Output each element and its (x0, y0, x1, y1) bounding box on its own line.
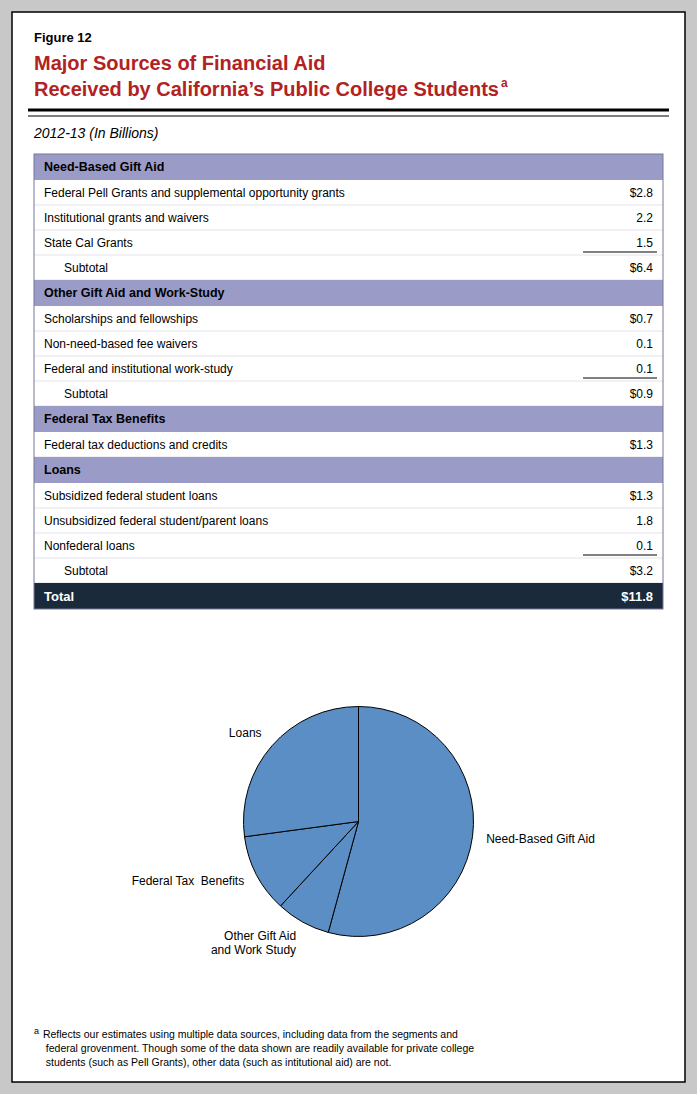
section-header: Other Gift Aid and Work-Study (44, 286, 225, 300)
row-label: Subtotal (64, 564, 108, 578)
row-label: Institutional grants and waivers (44, 211, 209, 225)
row-separator (34, 255, 663, 256)
row-value: 0.1 (636, 362, 653, 376)
title-superscript: a (501, 76, 508, 90)
row-separator (34, 356, 663, 357)
row-separator (34, 558, 663, 559)
title: Major Sources of Financial Aid Received b… (34, 52, 499, 100)
page: Figure 12 Major Sources of Financial Aid R… (0, 0, 697, 1094)
title-line: Major Sources of Financial Aid (34, 52, 326, 74)
slice-label: Need-Based Gift Aid (486, 832, 595, 846)
row-value: $3.2 (630, 564, 654, 578)
row-label: State Cal Grants (44, 236, 133, 250)
row-value: 0.1 (636, 337, 653, 351)
section-header-bg (34, 457, 663, 483)
slice-label: Other Gift Aidand Work Study (211, 929, 296, 957)
total-value: $11.8 (621, 589, 653, 604)
row-label: Scholarships and fellowships (44, 312, 198, 326)
slice-label-line: and Work Study (211, 943, 296, 957)
subtitle: 2012-13 (In Billions) (33, 125, 159, 141)
section-header: Loans (44, 463, 81, 477)
row-label: Non-need-based fee waivers (44, 337, 197, 351)
row-label: Subsidized federal student loans (44, 489, 217, 503)
row-value: $2.8 (630, 186, 654, 200)
row-value: 1.5 (636, 236, 653, 250)
row-value: 0.1 (636, 539, 653, 553)
row-value: $0.9 (630, 387, 654, 401)
title-rule (28, 116, 669, 117)
panel (12, 12, 685, 1082)
slice-label: Loans (229, 726, 262, 740)
total-label: Total (44, 589, 74, 604)
title-rule (28, 109, 669, 112)
section-header: Federal Tax Benefits (44, 412, 165, 426)
row-value: $6.4 (630, 261, 654, 275)
row-value: $1.3 (630, 438, 654, 452)
footnote-marker: a (34, 1026, 39, 1036)
row-label: Unsubsidized federal student/parent loan… (44, 514, 268, 528)
title-line: Received by California’s Public College … (34, 78, 499, 100)
total-bg (34, 583, 663, 609)
section-header-bg (34, 154, 663, 180)
footnote-line: students (such as Pell Grants), other da… (40, 1056, 391, 1068)
figure-label: Figure 12 (34, 30, 92, 45)
row-underline (583, 378, 657, 379)
row-label: Federal and institutional work-study (44, 362, 233, 376)
row-label: Federal Pell Grants and supplemental opp… (44, 186, 345, 200)
slice-label-line: Other Gift Aid (224, 929, 296, 943)
row-separator (34, 331, 663, 332)
slice-label: Federal Tax Benefits (132, 874, 245, 888)
table: Need-Based Gift Aid Federal Pell Grants a… (34, 154, 663, 609)
table-border (34, 154, 663, 609)
row-separator (34, 205, 663, 206)
row-separator (34, 230, 663, 231)
row-value: $1.3 (630, 489, 654, 503)
footnote-line: Reflects our estimates using multiple da… (40, 1028, 458, 1040)
row-value: 1.8 (636, 514, 653, 528)
section-header-bg (34, 406, 663, 432)
row-value: 2.2 (636, 211, 653, 225)
slice-label-line: Need-Based Gift Aid (486, 832, 595, 846)
slice-label-line: Loans (229, 726, 262, 740)
row-underline (583, 555, 657, 556)
row-label: Subtotal (64, 387, 108, 401)
row-value: $0.7 (630, 312, 654, 326)
section-header-bg (34, 280, 663, 306)
pie: Need-Based Gift Aid Other Gift Aidand Wor… (132, 707, 595, 958)
slice-label-line: Federal Tax Benefits (132, 874, 245, 888)
row-separator (34, 508, 663, 509)
row-label: Federal tax deductions and credits (44, 438, 227, 452)
row-underline (583, 252, 657, 253)
row-separator (34, 381, 663, 382)
section-header: Need-Based Gift Aid (44, 160, 164, 174)
row-label: Nonfederal loans (44, 539, 135, 553)
footnote: Reflects our estimates using multiple da… (40, 1028, 474, 1068)
footnote-line: federal grovenment. Though some of the d… (40, 1042, 474, 1054)
row-separator (34, 533, 663, 534)
outer-background (0, 0, 697, 1094)
row-label: Subtotal (64, 261, 108, 275)
